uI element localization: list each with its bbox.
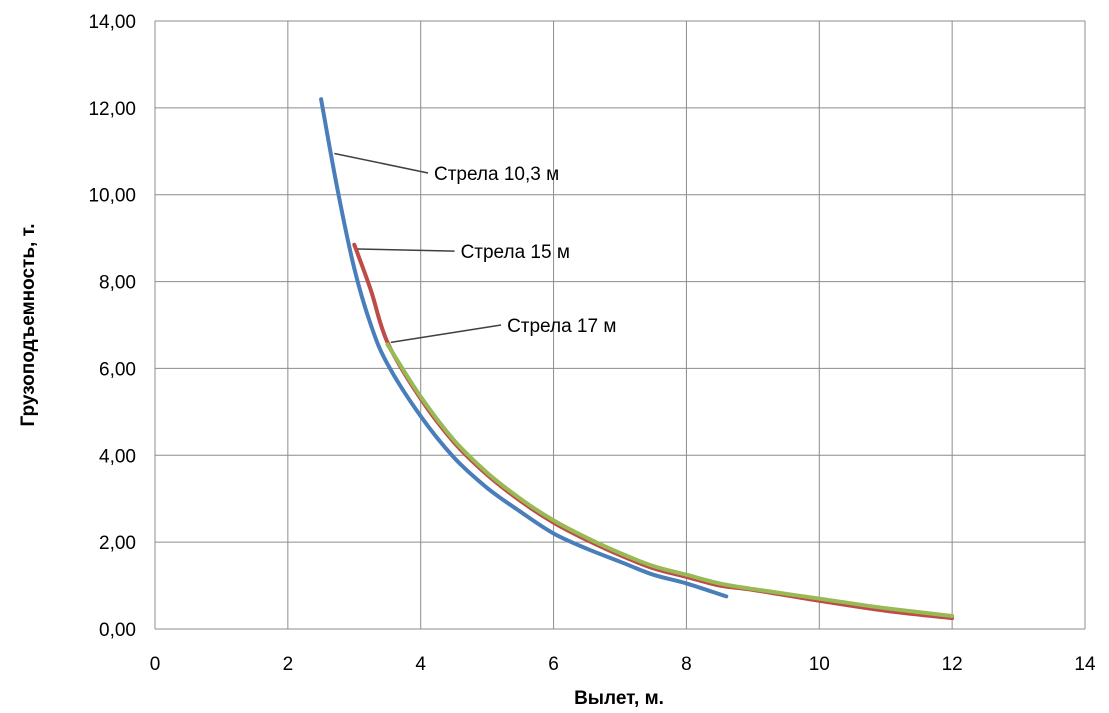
y-tick-label: 14,00 bbox=[88, 12, 136, 33]
y-tick-label: 8,00 bbox=[99, 273, 136, 294]
annotation-label: Стрела 17 м bbox=[507, 316, 616, 337]
x-tick-label: 0 bbox=[150, 654, 161, 675]
x-tick-label: 2 bbox=[283, 654, 294, 675]
y-tick-label: 4,00 bbox=[99, 446, 136, 467]
x-tick-label: 6 bbox=[548, 654, 559, 675]
annotations: Стрела 10,3 м Стрела 15 м Стрела 17 м bbox=[334, 152, 616, 344]
annotation-leader-line bbox=[334, 152, 429, 174]
x-tick-label: 8 bbox=[681, 654, 692, 675]
y-axis-ticks: 0,00 2,00 4,00 6,00 8,00 10,00 12,00 14,00 bbox=[88, 12, 136, 641]
y-tick-label: 10,00 bbox=[88, 186, 136, 207]
y-axis-title: Грузоподъемность, т. bbox=[18, 223, 39, 426]
x-tick-label: 14 bbox=[1074, 654, 1096, 675]
x-axis-ticks: 0 2 4 6 8 10 12 14 bbox=[150, 654, 1096, 675]
y-tick-label: 12,00 bbox=[88, 99, 136, 120]
x-axis-title: Вылет, м. bbox=[574, 688, 664, 709]
x-tick-label: 10 bbox=[809, 654, 830, 675]
annotation-label: Стрела 15 м bbox=[461, 242, 570, 263]
series-line-1 bbox=[319, 97, 729, 599]
y-tick-label: 0,00 bbox=[99, 620, 136, 641]
series-lines bbox=[319, 97, 955, 621]
annotation-label: Стрела 10,3 м bbox=[434, 164, 559, 185]
y-tick-label: 6,00 bbox=[99, 359, 136, 380]
series-line-2 bbox=[352, 242, 955, 621]
x-tick-label: 4 bbox=[415, 654, 426, 675]
y-tick-label: 2,00 bbox=[99, 533, 136, 554]
annotation-leader-line bbox=[390, 324, 502, 344]
x-tick-label: 12 bbox=[942, 654, 963, 675]
grid bbox=[154, 20, 1086, 630]
series-line-3 bbox=[385, 342, 955, 618]
annotation-leader-line bbox=[357, 248, 455, 252]
